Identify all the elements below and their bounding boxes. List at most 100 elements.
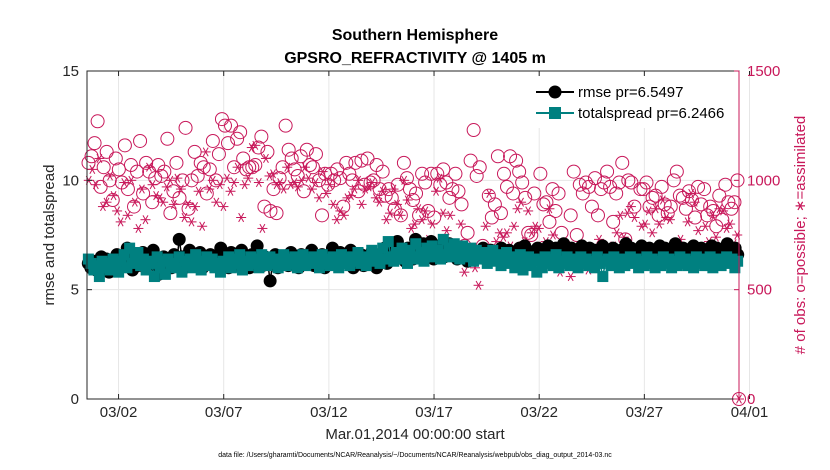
spread-marker	[316, 249, 328, 261]
x-tick-label: 03/27	[626, 404, 664, 421]
legend-rmse-marker	[548, 85, 562, 99]
x-tick-label: 03/17	[415, 404, 453, 421]
possible-marker	[163, 206, 178, 221]
spread-marker	[572, 262, 584, 274]
assimilated-marker	[353, 175, 364, 185]
possible-marker	[187, 144, 202, 159]
possible-marker	[572, 177, 587, 192]
possible-marker	[111, 162, 126, 177]
assimilated-marker	[438, 208, 449, 218]
spread-marker	[528, 253, 540, 265]
spread-marker	[203, 260, 215, 272]
assimilated-marker	[268, 169, 279, 179]
possible-marker	[712, 188, 727, 203]
spread-marker	[421, 242, 433, 254]
spread-marker	[278, 249, 290, 261]
spread-marker	[162, 253, 174, 265]
spread-marker	[137, 253, 149, 265]
possible-marker	[551, 186, 566, 201]
possible-marker	[642, 199, 657, 214]
possible-marker	[302, 158, 317, 173]
spread-marker	[429, 251, 441, 263]
spread-marker	[322, 253, 334, 265]
assimilated-marker	[285, 180, 296, 190]
possible-marker	[290, 168, 305, 183]
assimilated-marker	[682, 217, 693, 227]
spread-marker	[671, 260, 683, 272]
series-layer	[81, 112, 746, 406]
spread-marker	[534, 255, 546, 267]
assimilated-marker	[700, 221, 711, 231]
assimilated-marker	[501, 228, 512, 238]
possible-marker	[406, 193, 420, 208]
possible-marker	[594, 182, 609, 197]
spread-marker	[512, 255, 524, 267]
possible-marker	[245, 160, 260, 175]
spread-marker	[415, 246, 427, 258]
possible-marker	[272, 171, 287, 186]
spread-marker	[498, 253, 510, 265]
spread-marker	[462, 251, 474, 263]
spread-marker	[641, 251, 653, 263]
spread-marker	[630, 253, 642, 265]
chart-subtitle: GPSRO_REFRACTIVITY @ 1405 m	[284, 50, 546, 67]
spread-marker	[377, 242, 389, 254]
possible-marker	[569, 228, 584, 242]
spread-marker	[289, 251, 301, 263]
possible-marker	[318, 166, 333, 181]
possible-marker	[193, 155, 208, 170]
spread-marker	[154, 262, 166, 274]
possible-marker	[178, 120, 193, 135]
possible-marker	[730, 173, 745, 188]
spread-marker	[135, 260, 147, 272]
spread-marker	[729, 262, 741, 274]
assimilated-marker	[335, 206, 346, 216]
possible-marker	[445, 182, 460, 197]
spread-marker	[558, 257, 570, 269]
possible-marker	[145, 195, 160, 210]
spread-marker	[586, 255, 598, 267]
possible-marker	[281, 142, 296, 157]
spread-marker	[501, 246, 513, 258]
y2-tick-label: 1500	[747, 63, 780, 80]
assimilated-marker	[565, 271, 576, 282]
assimilated-marker	[523, 206, 534, 216]
spread-marker	[181, 260, 193, 272]
possible-marker	[81, 155, 96, 170]
spread-marker	[187, 262, 199, 274]
spread-marker	[732, 255, 744, 267]
possible-marker	[399, 171, 414, 186]
possible-marker	[308, 147, 323, 162]
spread-marker	[245, 251, 257, 263]
spread-marker	[685, 255, 697, 267]
possible-marker	[587, 171, 602, 186]
spread-marker	[638, 260, 650, 272]
assimilated-marker	[140, 215, 151, 225]
spread-marker	[613, 262, 625, 274]
spread-marker	[91, 260, 103, 272]
spread-marker	[291, 262, 303, 274]
spread-marker	[575, 251, 587, 263]
spread-marker	[176, 266, 188, 278]
possible-marker	[715, 212, 730, 227]
possible-marker	[697, 182, 712, 197]
y-ticks: 0 5 10 15	[62, 63, 92, 408]
assimilated-marker	[356, 199, 367, 209]
possible-marker	[375, 164, 390, 179]
spread-marker	[275, 255, 287, 267]
spread-marker	[115, 255, 127, 267]
spread-marker	[104, 264, 116, 276]
assimilated-marker	[204, 184, 215, 194]
possible-marker	[469, 168, 484, 183]
spread-marker	[201, 251, 213, 263]
possible-marker	[542, 214, 557, 229]
spread-marker	[646, 253, 658, 265]
possible-marker	[393, 208, 408, 223]
possible-marker	[657, 197, 672, 212]
spread-marker	[148, 271, 160, 283]
possible-marker	[663, 199, 678, 214]
possible-marker	[672, 188, 687, 203]
possible-marker	[336, 199, 351, 214]
assimilated-marker	[473, 280, 484, 290]
assimilated-marker	[310, 177, 321, 188]
